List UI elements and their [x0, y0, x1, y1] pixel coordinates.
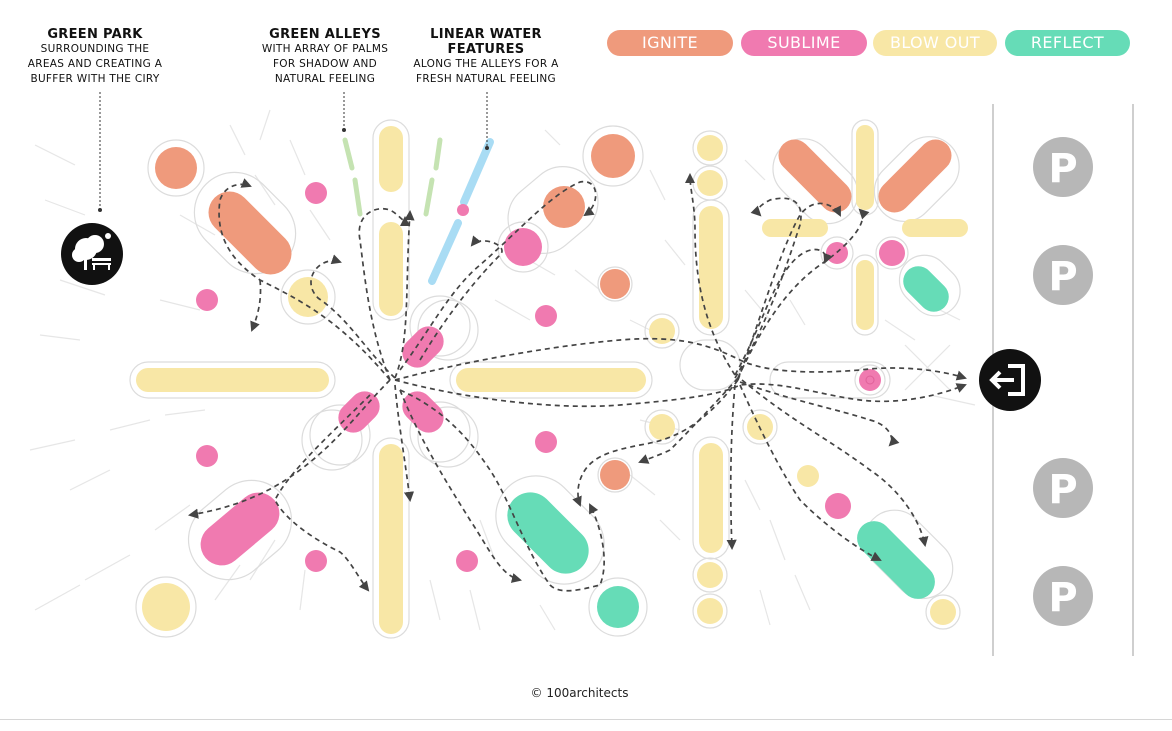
annotation-title: FEATURES: [447, 42, 525, 57]
annotation-leader-dots: [98, 128, 489, 212]
parking-icon: [1033, 566, 1093, 626]
green-alleys: [342, 137, 443, 217]
park-tree-bench-icon: [61, 223, 123, 285]
annotation-line: NATURAL FEELING: [274, 73, 376, 85]
legend-blow-out: BLOW OUT: [873, 30, 997, 56]
sublime-elements: [196, 182, 905, 572]
site-plan-diagram: P P P P: [29, 92, 1134, 656]
exit-arrow-icon: [979, 349, 1041, 411]
parking-label: P: [1048, 146, 1077, 192]
annotation-line: ALONG THE ALLEYS FOR A: [413, 58, 559, 70]
reflect-elements: [507, 266, 949, 628]
annotation-line: FOR SHADOW AND: [272, 58, 378, 70]
annotation-title: GREEN PARK: [47, 27, 143, 42]
annotation-title: LINEAR WATER: [430, 27, 542, 42]
legend-ignite: IGNITE: [607, 30, 733, 56]
annotation-water-features: LINEAR WATER FEATURES ALONG THE ALLEYS F…: [404, 27, 568, 87]
legend-sublime: SUBLIME: [741, 30, 867, 56]
parking-icon: [1033, 245, 1093, 305]
legend-reflect: REFLECT: [1005, 30, 1130, 56]
bottom-divider: [0, 719, 1172, 720]
parking-icon: [1033, 137, 1093, 197]
annotation-line: WITH ARRAY OF PALMS: [261, 43, 389, 55]
circulation-routes: [187, 172, 967, 592]
annotation-title: GREEN ALLEYS: [269, 27, 381, 42]
legend-label: IGNITE: [641, 33, 699, 52]
parking-icons: P P P P: [1033, 137, 1093, 626]
annotation-line: AREAS AND CREATING A: [27, 58, 163, 70]
annotation-leaders: [99, 92, 488, 210]
parking-label: P: [1048, 254, 1077, 300]
annotation-green-park: GREEN PARK SURROUNDING THE AREAS AND CRE…: [20, 27, 170, 87]
annotation-line: FRESH NATURAL FEELING: [416, 73, 556, 85]
parking-label: P: [1048, 575, 1077, 621]
annotation-green-alleys: GREEN ALLEYS WITH ARRAY OF PALMS FOR SHA…: [248, 27, 402, 87]
parking-icon: [1033, 458, 1093, 518]
parking-label: P: [1048, 467, 1077, 513]
ignite-elements: [155, 134, 952, 490]
legend-label: SUBLIME: [767, 33, 841, 52]
water-features: [428, 138, 494, 285]
blow-out-elements: [136, 125, 968, 634]
annotation-line: BUFFER WITH THE CIRY: [30, 73, 160, 85]
legend-label: REFLECT: [1030, 33, 1105, 52]
annotation-line: SURROUNDING THE: [40, 43, 150, 55]
legend-label: BLOW OUT: [889, 33, 981, 52]
copyright-credit: © 100architects: [530, 686, 629, 700]
